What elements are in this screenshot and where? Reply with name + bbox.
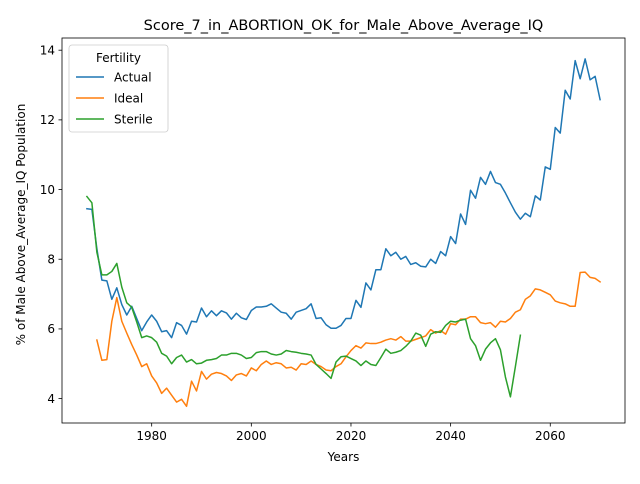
axes-frame [61, 37, 626, 424]
y-tick-label: 6 [47, 322, 55, 336]
legend-frame [68, 44, 169, 133]
x-tick-label: 2060 [535, 429, 566, 443]
x-tick-label: 2040 [435, 429, 466, 443]
x-tick-label: 1980 [136, 429, 167, 443]
x-axis-label: Years [327, 450, 360, 464]
x-tick-label: 2020 [336, 429, 367, 443]
legend: Fertility Actual Ideal Sterile [68, 44, 169, 133]
series-line-ideal [95, 271, 602, 408]
legend-title: Fertility [96, 51, 141, 65]
y-tick-label: 10 [40, 183, 55, 197]
y-axis-label: % of Male Above_Average_IQ Population [14, 104, 28, 346]
plot-area: 1980 2000 2020 2040 2060 4 6 8 10 12 14 [40, 37, 626, 443]
legend-label-ideal: Ideal [114, 91, 143, 105]
chart-title: Score_7_in_ABORTION_OK_for_Male_Above_Av… [144, 18, 544, 34]
series-line-actual [86, 58, 601, 339]
y-tick-label: 14 [40, 43, 55, 57]
legend-label-actual: Actual [114, 70, 152, 84]
y-tick-label: 8 [47, 253, 55, 267]
y-tick-label: 12 [40, 113, 55, 127]
legend-label-sterile: Sterile [114, 112, 153, 126]
y-tick-label: 4 [47, 392, 55, 406]
x-tick-label: 2000 [236, 429, 267, 443]
series-line-sterile [85, 195, 522, 398]
